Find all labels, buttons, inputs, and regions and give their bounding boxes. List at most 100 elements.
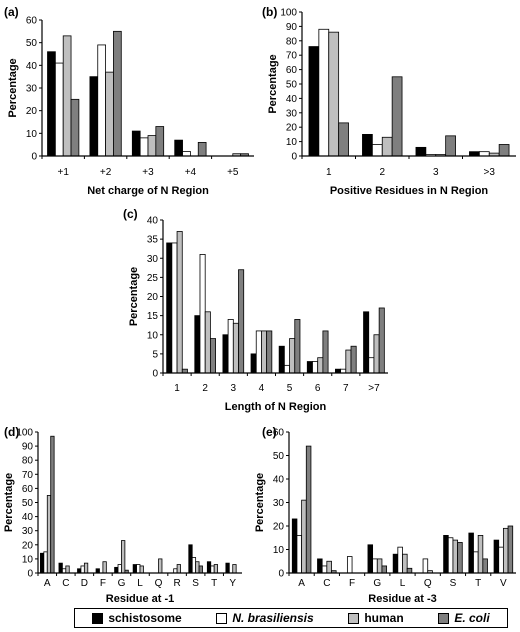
bar-c-3-nbrasiliensis: [227, 319, 234, 374]
y-tick-label-d-0: 0: [27, 569, 33, 580]
y-tick-label-e-20: 20: [273, 522, 285, 533]
y-tick-label-a-60: 60: [26, 16, 38, 27]
bar-c-6-ecoli: [322, 330, 329, 374]
bar-b-3-ecoli: [445, 135, 456, 157]
bar-d-C-human: [65, 565, 70, 574]
bar-c-5-human: [289, 338, 296, 374]
x-tick-label-e-5: Q: [424, 578, 432, 589]
y-tick-label-d-80: 80: [22, 456, 34, 467]
bar-d-A-human: [46, 495, 52, 574]
bar-d-Y-human: [232, 564, 237, 574]
bar-b-1-human: [328, 31, 340, 157]
x-tick-label-c-2: 3: [231, 383, 237, 394]
x-tick-label-e-1: C: [323, 578, 330, 589]
x-axis-label-a: Net charge of N Region: [87, 185, 209, 197]
bar-d-G-nbrasiliensis: [117, 564, 122, 574]
x-tick-label-c-4: 5: [287, 383, 293, 394]
bar-b-1-nbrasiliensis: [318, 28, 330, 157]
x-tick-label-d-5: L: [137, 578, 143, 589]
y-tick-label-e-40: 40: [273, 475, 285, 486]
y-tick-label-c-10: 10: [147, 330, 159, 341]
bar-e-L-ecoli: [406, 567, 413, 574]
bar-c-6-human: [317, 357, 324, 374]
y-tick-label-d-30: 30: [22, 526, 34, 537]
bar-a-+1-nbrasiliensis: [54, 62, 64, 157]
bar-c-4-schistosome: [250, 353, 257, 374]
x-tick-label-e-3: G: [373, 578, 381, 589]
y-tick-label-a-0: 0: [31, 152, 37, 163]
y-tick-label-c-0: 0: [152, 369, 158, 380]
bar-c-3-ecoli: [238, 269, 245, 374]
bar-e-F-nbrasiliensis: [346, 556, 353, 574]
bar-e-A-human: [301, 499, 307, 574]
bar-c-3-human: [232, 322, 239, 374]
bar-c-2-human: [204, 311, 211, 374]
x-tick-label-b-1: 2: [379, 167, 385, 178]
x-tick-label-d-8: S: [192, 578, 199, 589]
bar-b-2-human: [381, 136, 393, 157]
bar-a-+1-ecoli: [70, 98, 80, 157]
x-tick-label-e-8: V: [500, 578, 507, 589]
y-tick-label-b-70: 70: [286, 51, 298, 62]
y-tick-label-a-20: 20: [26, 106, 38, 117]
bar-c->7-ecoli: [378, 307, 385, 374]
y-tick-label-d-50: 50: [22, 498, 34, 509]
bar-e-T-human: [477, 535, 484, 574]
bar-c-4-nbrasiliensis: [255, 330, 262, 374]
x-tick-label-d-6: Q: [155, 578, 163, 589]
y-tick-label-d-40: 40: [22, 512, 34, 523]
bar-e-L-human: [402, 553, 408, 574]
bar-c-4-ecoli: [266, 330, 273, 374]
legend-item-schistosome: schistosome: [92, 611, 182, 625]
x-tick-label-c-0: 1: [174, 383, 180, 394]
bar-d-T-schistosome: [206, 561, 212, 574]
bar-e-Q-nbrasiliensis: [422, 558, 429, 574]
bar-c-5-nbrasiliensis: [283, 364, 290, 374]
y-tick-label-c-30: 30: [147, 254, 159, 265]
bar-d-S-ecoli: [198, 565, 203, 574]
bar-c-7-human: [345, 349, 352, 374]
y-tick-label-b-10: 10: [286, 137, 298, 148]
bar-e-C-nbrasiliensis: [321, 565, 328, 574]
bar-d-C-nbrasiliensis: [61, 568, 67, 574]
x-tick-label-b-3: >3: [484, 167, 496, 178]
bar-d-T-nbrasiliensis: [210, 565, 215, 574]
x-tick-label-a-4: +5: [227, 167, 239, 178]
x-tick-label-a-2: +3: [142, 167, 154, 178]
bar-c-1-schistosome: [166, 242, 173, 374]
x-tick-label-e-4: L: [400, 578, 406, 589]
bar-e-T-ecoli: [482, 558, 488, 574]
bar-a-+3-schistosome: [131, 130, 141, 157]
bar-c-2-ecoli: [209, 338, 216, 374]
bar-d-S-human: [195, 561, 200, 574]
x-axis-label-c: Length of N Region: [225, 401, 327, 413]
x-tick-label-b-2: 3: [433, 167, 439, 178]
bar-b-2-ecoli: [391, 76, 403, 157]
bar-d-A-nbrasiliensis: [43, 551, 48, 574]
x-tick-label-e-0: A: [298, 578, 305, 589]
y-tick-label-b-90: 90: [286, 22, 298, 33]
y-tick-label-d-90: 90: [22, 442, 34, 453]
panel-label-c: (c): [123, 207, 138, 221]
bar-d-S-nbrasiliensis: [191, 557, 197, 574]
legend-swatch-n-brasiliensis: [216, 612, 228, 624]
legend-swatch-schistosome: [92, 612, 104, 624]
bar-c->7-human: [373, 334, 380, 374]
bar-e-V-ecoli: [507, 525, 514, 574]
bar-e-T-nbrasiliensis: [473, 551, 479, 574]
y-tick-label-a-50: 50: [26, 38, 38, 49]
bar-e-G-schistosome: [367, 544, 374, 574]
y-tick-label-c-15: 15: [147, 311, 159, 322]
bar-c-6-schistosome: [306, 361, 313, 374]
bar-d-L-nbrasiliensis: [136, 564, 141, 574]
panel-label-d: (d): [4, 425, 19, 439]
y-tick-label-c-35: 35: [147, 235, 159, 246]
y-tick-label-e-0: 0: [278, 569, 284, 580]
bar-b->3-nbrasiliensis: [478, 151, 490, 157]
x-tick-label-e-6: S: [450, 578, 457, 589]
bar-a-+2-schistosome: [89, 76, 99, 157]
bar-e-T-schistosome: [468, 532, 474, 574]
y-tick-label-a-10: 10: [26, 129, 38, 140]
x-tick-label-d-0: A: [44, 578, 51, 589]
